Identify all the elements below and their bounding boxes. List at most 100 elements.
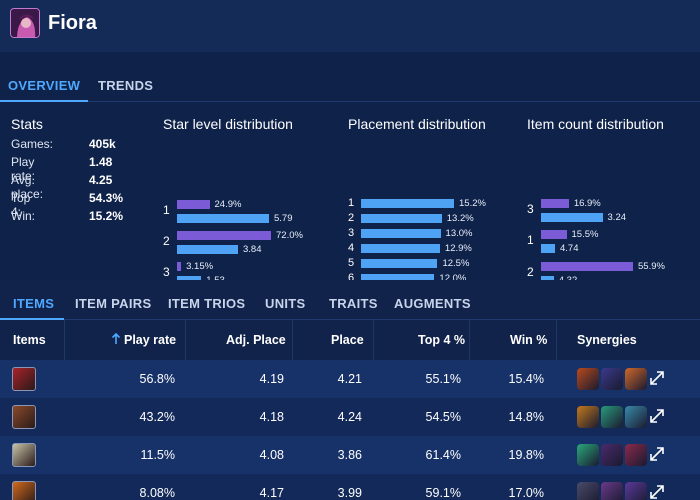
tab-item-pairs[interactable]: ITEM PAIRS [75,296,152,311]
tab-augments[interactable]: AUGMENTS [394,296,471,311]
expand-icon[interactable] [649,408,665,424]
distribution-value: 4.74 [560,243,579,254]
table-row[interactable]: 43.2% 4.18 4.24 54.5% 14.8% [0,398,700,436]
distribution-bar-pct [541,262,633,271]
distribution-bar-place [177,214,269,223]
distribution-key: 1 [348,197,355,209]
active-tab-underline [0,100,88,102]
header-items[interactable]: Items [13,333,46,347]
distribution-value: 3.24 [607,212,627,223]
distribution-key: 3 [163,265,170,279]
distribution-value: 3.84 [243,244,262,255]
header-win[interactable]: Win % [510,333,548,347]
item-count-distribution-title: Item count distribution [527,116,664,132]
distribution-bar [361,214,442,223]
header-place[interactable]: Place [331,333,364,347]
stat-value: 15.2% [89,209,124,223]
distribution-key: 2 [163,234,170,248]
overview-panel: OVERVIEW TRENDS Stats Games: 405k Play r… [0,62,700,317]
stat-label: Play rate: [11,155,36,183]
synergy-arcane-icon [625,482,647,500]
distribution-key: 5 [348,257,355,269]
active-tab-underline [0,318,64,320]
cell-adj-place: 4.08 [259,448,284,462]
stat-label: Top 4: [11,191,31,219]
stat-row: Games: 405k [11,137,116,155]
quicksilver-icon [12,443,36,467]
star-distribution-title: Star level distribution [163,116,293,132]
distribution-key: 4 [348,242,355,254]
header-synergies: Synergies [577,333,637,347]
distribution-bar-pct [177,262,182,271]
distribution-key: 2 [527,265,534,279]
cell-play-rate: 43.2% [139,410,175,424]
synergy-void-icon [601,482,623,500]
titans-resolve-icon [12,405,36,429]
synergy-shadow-icon [601,444,623,466]
distribution-value: 5.79 [274,213,293,224]
distribution-value: 15.2% [459,198,486,209]
cell-top4: 55.1% [425,372,461,386]
stat-value: 4.25 [89,173,113,187]
stat-value: 405k [89,137,116,151]
stat-label: Win: [11,209,35,223]
expand-icon[interactable] [649,370,665,386]
header-play-rate[interactable]: Play rate [111,332,176,347]
synergy-steel-icon [577,482,599,500]
cell-top4: 61.4% [425,448,461,462]
tab-trends[interactable]: TRENDS [98,78,154,93]
distribution-key: 3 [527,202,534,216]
cell-win: 15.4% [508,372,544,386]
header-top4[interactable]: Top 4 % [418,333,465,347]
tab-items[interactable]: ITEMS [13,296,55,311]
tab-traits[interactable]: TRAITS [329,296,378,311]
cell-place: 3.99 [337,486,362,500]
distribution-bar-place [541,244,555,253]
distribution-bar [361,229,441,238]
cell-place: 3.86 [337,448,362,462]
distribution-bar-pct [541,230,567,239]
distribution-value: 15.5% [571,229,599,240]
header-adj-place[interactable]: Adj. Place [226,333,286,347]
cell-place: 4.24 [337,410,362,424]
synergy-arcane-icon [601,368,623,390]
synergy-fire-icon [577,368,599,390]
cell-win: 17.0% [508,486,544,500]
stat-row: Play rate: 1.48 [11,155,112,183]
champion-avatar [10,8,40,38]
distribution-value: 3.15% [186,261,214,272]
expand-icon[interactable] [649,484,665,500]
fiora-portrait-icon [11,9,39,37]
cell-adj-place: 4.19 [259,372,284,386]
cell-play-rate: 56.8% [139,372,175,386]
cell-top4: 59.1% [425,486,461,500]
placement-distribution-title: Placement distribution [348,116,486,132]
synergy-gold-icon [577,406,599,428]
synergy-wind-icon [577,444,599,466]
distribution-bar-place [541,213,603,222]
tab-item-trios[interactable]: ITEM TRIOS [168,296,246,311]
table-row[interactable]: 56.8% 4.19 4.21 55.1% 15.4% [0,360,700,398]
distribution-value: 12.0% [439,273,467,284]
items-section: ITEMS ITEM PAIRS ITEM TRIOS UNITS TRAITS… [0,280,700,500]
distribution-bar-pct [177,231,271,240]
cell-adj-place: 4.18 [259,410,284,424]
distribution-bar-pct [177,200,210,209]
synergy-flame-icon [625,368,647,390]
distribution-bar [361,274,435,283]
expand-icon[interactable] [649,446,665,462]
cell-win: 19.8% [508,448,544,462]
tab-units[interactable]: UNITS [265,296,306,311]
table-row[interactable]: 8.08% 4.17 3.99 59.1% 17.0% [0,474,700,500]
table-header: Items Play rate Adj. Place Place Top 4 %… [0,320,700,360]
distribution-value: 72.0% [276,230,303,241]
stat-label: Avg. place: [11,173,44,201]
stats-title: Stats [11,116,43,132]
distribution-value: 24.9% [214,199,242,210]
table-row[interactable]: 11.5% 4.08 3.86 61.4% 19.8% [0,436,700,474]
synergy-crystal-icon [625,406,647,428]
tab-overview[interactable]: OVERVIEW [8,78,81,93]
distribution-value: 12.5% [442,258,470,269]
cell-top4: 54.5% [425,410,461,424]
stat-value: 1.48 [89,155,113,169]
